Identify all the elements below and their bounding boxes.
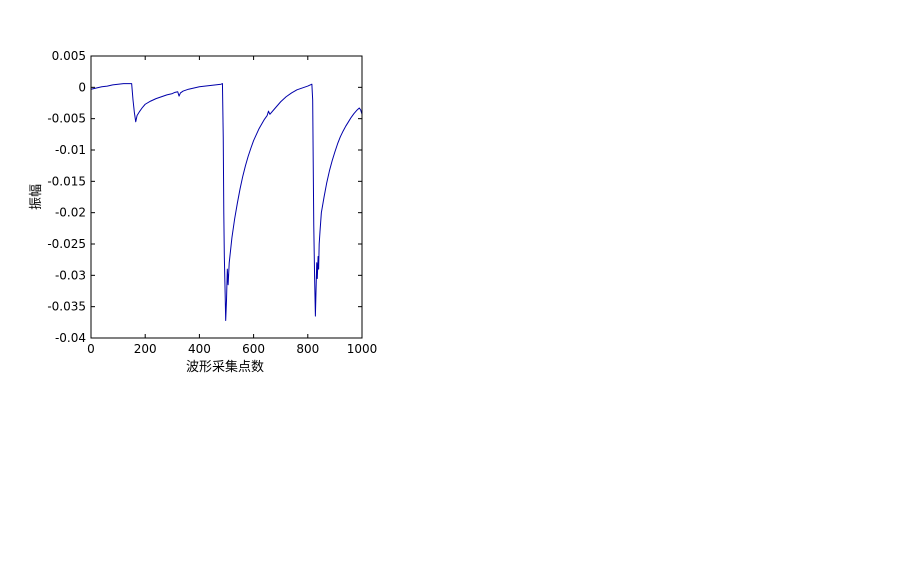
y-tick-label: 0 [78,80,86,94]
y-tick-label: -0.03 [55,268,86,282]
y-tick-label: -0.035 [47,300,86,314]
y-tick-label: -0.01 [55,143,86,157]
y-tick-label: -0.02 [55,206,86,220]
axis-tick-labels: 0 200 400 600 800 1000 0.005 0 -0.005 -0.01 -0.015… [47,49,377,356]
x-tick-label: 400 [188,342,211,356]
y-tick-label: -0.005 [47,112,86,126]
y-tick-label: -0.025 [47,237,86,251]
x-tick-label: 800 [296,342,319,356]
series-line [90,83,363,321]
y-tick-label: -0.015 [47,174,86,188]
y-axis-label: 振幅 [29,184,44,210]
x-tick-label: 200 [134,342,157,356]
plot-frame [90,55,363,339]
x-tick-label: 1000 [347,342,378,356]
y-tick-label: 0.005 [52,49,86,63]
x-tick-label: 600 [242,342,265,356]
x-tick-label: 0 [87,342,95,356]
y-tick-label: -0.04 [55,331,86,345]
x-axis-label: 波形采集点数 [186,359,264,375]
